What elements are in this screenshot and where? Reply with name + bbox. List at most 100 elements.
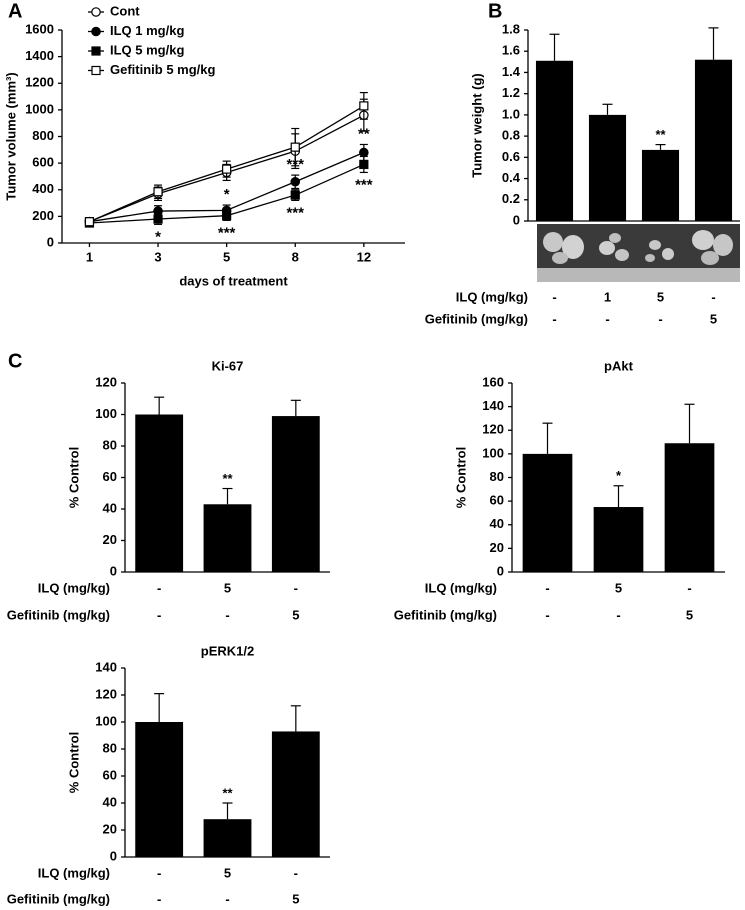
point xyxy=(222,211,232,221)
y-axis-label: % Control xyxy=(66,447,81,508)
y-tick-label: 200 xyxy=(32,208,54,223)
row-value: - xyxy=(687,580,691,595)
y-tick-label: 80 xyxy=(103,740,117,755)
point xyxy=(359,159,369,170)
bar xyxy=(271,731,320,857)
row-label: ILQ (mg/kg) xyxy=(38,580,110,595)
y-tick-label: 40 xyxy=(490,516,504,531)
y-tick-label: 1.2 xyxy=(502,85,520,100)
row-label: ILQ (mg/kg) xyxy=(425,580,497,595)
legend-label: ILQ 1 mg/kg xyxy=(110,23,184,38)
error-bar xyxy=(708,27,719,60)
y-tick-label: 1000 xyxy=(25,101,54,116)
y-tick-label: 100 xyxy=(95,406,117,421)
bar xyxy=(694,59,733,221)
x-tick-label: 8 xyxy=(292,249,299,264)
row-value: - xyxy=(294,580,298,595)
y-tick-label: 0 xyxy=(47,234,54,249)
y-tick-label: 20 xyxy=(103,821,117,836)
x-tick-label: 1 xyxy=(86,249,93,264)
row-value: 5 xyxy=(686,607,693,622)
y-tick-label: 0.4 xyxy=(502,170,521,185)
point xyxy=(290,142,300,152)
row-value: 1 xyxy=(604,289,611,304)
row-value: - xyxy=(157,607,161,622)
point xyxy=(84,217,95,227)
y-tick-label: 120 xyxy=(95,686,117,701)
y-tick-label: 1400 xyxy=(25,48,54,63)
y-tick-label: 20 xyxy=(490,540,504,555)
y-tick-label: 800 xyxy=(32,128,54,143)
y-tick-label: 60 xyxy=(103,469,117,484)
y-tick-label: 0.6 xyxy=(502,149,520,164)
panel-label: B xyxy=(488,0,502,22)
y-tick-label: 1200 xyxy=(25,75,54,90)
row-value: 5 xyxy=(710,311,717,326)
row-value: - xyxy=(658,311,662,326)
bar xyxy=(203,819,252,857)
y-tick-label: 160 xyxy=(482,374,504,389)
bar xyxy=(135,414,184,572)
y-axis-label: Tumor volume (mm³) xyxy=(3,72,18,200)
point xyxy=(290,176,301,187)
y-tick-label: 100 xyxy=(482,445,504,460)
y-tick-label: 140 xyxy=(482,398,504,413)
y-tick-label: 1.4 xyxy=(502,64,521,79)
y-tick-label: 0.8 xyxy=(502,128,520,143)
bar xyxy=(593,507,644,572)
row-value: - xyxy=(157,891,161,906)
y-axis-label: % Control xyxy=(66,732,81,793)
row-value: - xyxy=(157,865,161,880)
y-axis-label: Tumor weight (g) xyxy=(469,73,484,177)
y-tick-label: 40 xyxy=(103,794,117,809)
significance: ** xyxy=(655,127,666,142)
error-bar xyxy=(602,103,613,115)
legend-label: ILQ 5 mg/kg xyxy=(110,42,184,57)
row-value: - xyxy=(616,607,620,622)
error-bar xyxy=(684,403,695,444)
legend-marker xyxy=(91,7,101,17)
bar xyxy=(664,443,715,572)
y-tick-label: 0 xyxy=(110,848,117,863)
row-value: 5 xyxy=(292,607,299,622)
y-tick-label: 40 xyxy=(103,500,117,515)
row-value: - xyxy=(545,607,549,622)
panel-label: C xyxy=(8,350,22,372)
bar xyxy=(203,504,252,572)
error-bar xyxy=(222,487,233,505)
y-tick-label: 400 xyxy=(32,181,54,196)
point xyxy=(153,214,163,224)
row-label: ILQ (mg/kg) xyxy=(456,289,528,304)
y-tick-label: 140 xyxy=(95,659,117,674)
bar xyxy=(522,453,573,572)
row-label: Gefitinib (mg/kg) xyxy=(7,891,110,906)
error-bar xyxy=(290,705,301,732)
significance: * xyxy=(155,228,161,245)
point xyxy=(359,101,369,111)
legend-label: Gefitinib 5 mg/kg xyxy=(110,62,216,77)
error-bar xyxy=(290,399,301,417)
error-bar xyxy=(222,802,233,820)
x-tick-label: 3 xyxy=(154,249,161,264)
y-tick-label: 100 xyxy=(95,713,117,728)
y-tick-label: 60 xyxy=(103,767,117,782)
y-tick-label: 120 xyxy=(482,422,504,437)
row-value: - xyxy=(545,580,549,595)
bar xyxy=(588,114,627,221)
error-bar xyxy=(154,693,165,722)
row-value: 5 xyxy=(657,289,664,304)
row-value: - xyxy=(225,607,229,622)
point xyxy=(359,147,369,158)
error-bar xyxy=(549,33,560,61)
significance: ** xyxy=(222,471,233,486)
y-tick-label: 80 xyxy=(490,469,504,484)
y-tick-label: 1600 xyxy=(25,21,54,36)
y-tick-label: 0 xyxy=(110,563,117,578)
chart-title: pAkt xyxy=(604,358,634,373)
bar xyxy=(641,149,680,221)
row-label: Gefitinib (mg/kg) xyxy=(394,607,497,622)
bar xyxy=(535,60,574,222)
error-bar xyxy=(154,396,165,415)
point xyxy=(153,187,163,197)
